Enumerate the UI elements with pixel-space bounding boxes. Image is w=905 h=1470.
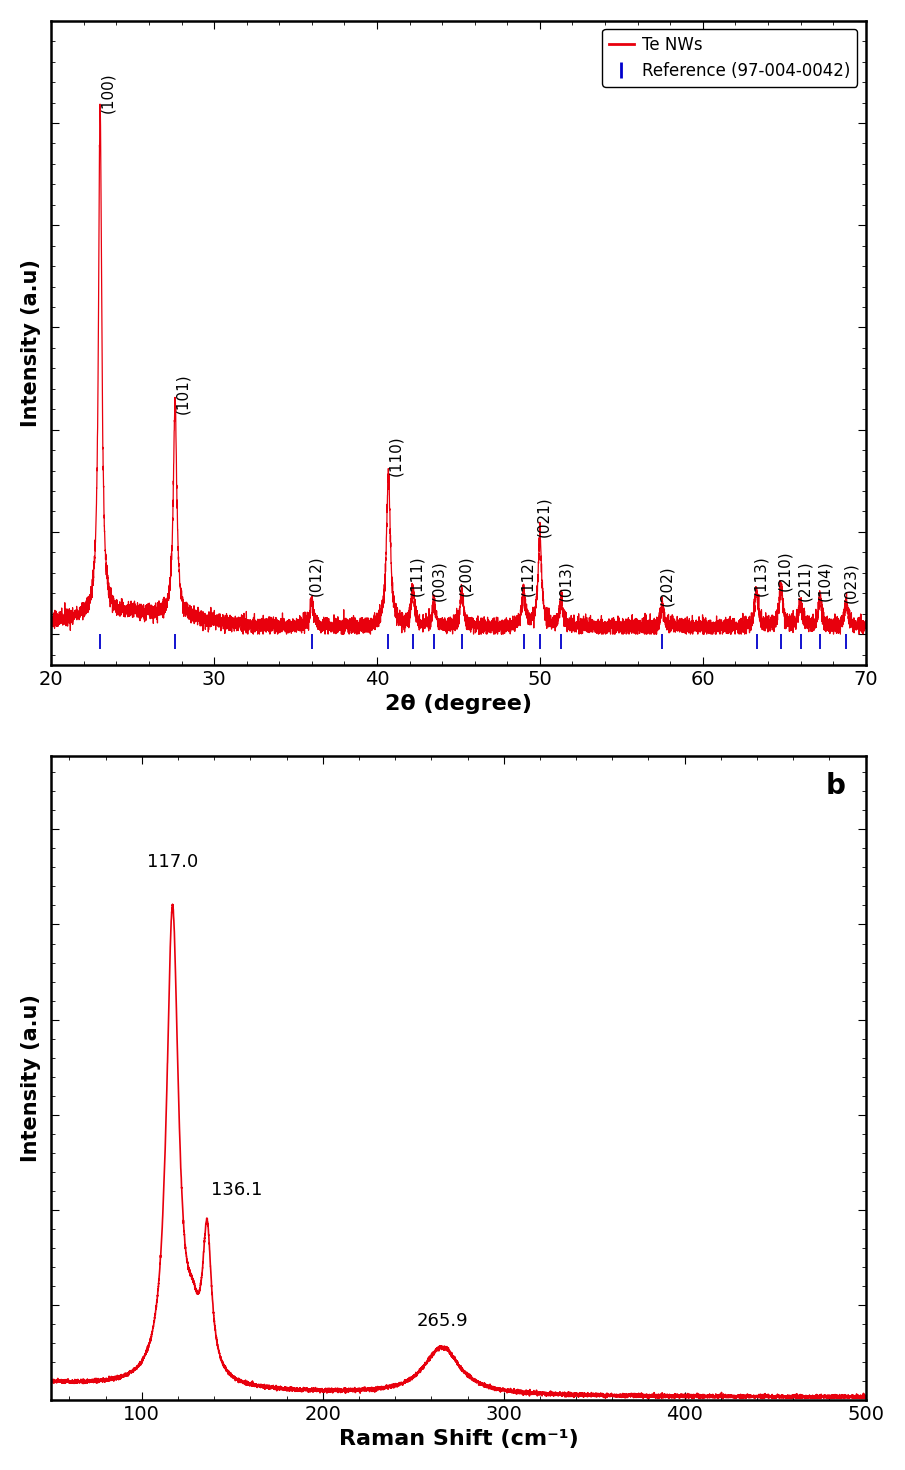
Text: 265.9: 265.9	[416, 1311, 468, 1329]
Text: (113): (113)	[753, 556, 768, 595]
Text: (003): (003)	[431, 560, 446, 601]
Text: (100): (100)	[100, 72, 115, 113]
Legend: Te NWs, Reference (97-004-0042): Te NWs, Reference (97-004-0042)	[603, 29, 857, 87]
Text: (110): (110)	[388, 435, 404, 476]
Text: (112): (112)	[520, 556, 536, 595]
Text: (200): (200)	[459, 556, 473, 595]
Text: (202): (202)	[659, 566, 674, 606]
Y-axis label: Intensity (a.u): Intensity (a.u)	[21, 994, 41, 1161]
Text: 136.1: 136.1	[211, 1180, 262, 1200]
Text: (021): (021)	[537, 497, 552, 537]
Text: 117.0: 117.0	[147, 853, 198, 872]
Text: a: a	[826, 37, 845, 65]
X-axis label: 2θ (degree): 2θ (degree)	[385, 694, 532, 714]
Text: (104): (104)	[817, 560, 832, 601]
Text: (210): (210)	[777, 550, 793, 591]
Text: (111): (111)	[410, 556, 424, 595]
Text: (023): (023)	[843, 563, 858, 603]
Text: (013): (013)	[557, 560, 573, 601]
X-axis label: Raman Shift (cm⁻¹): Raman Shift (cm⁻¹)	[338, 1429, 578, 1449]
Text: b: b	[825, 772, 845, 800]
Text: (012): (012)	[309, 556, 324, 595]
Y-axis label: Intensity (a.u): Intensity (a.u)	[21, 259, 41, 426]
Text: (211): (211)	[797, 560, 813, 601]
Text: (101): (101)	[175, 373, 190, 415]
